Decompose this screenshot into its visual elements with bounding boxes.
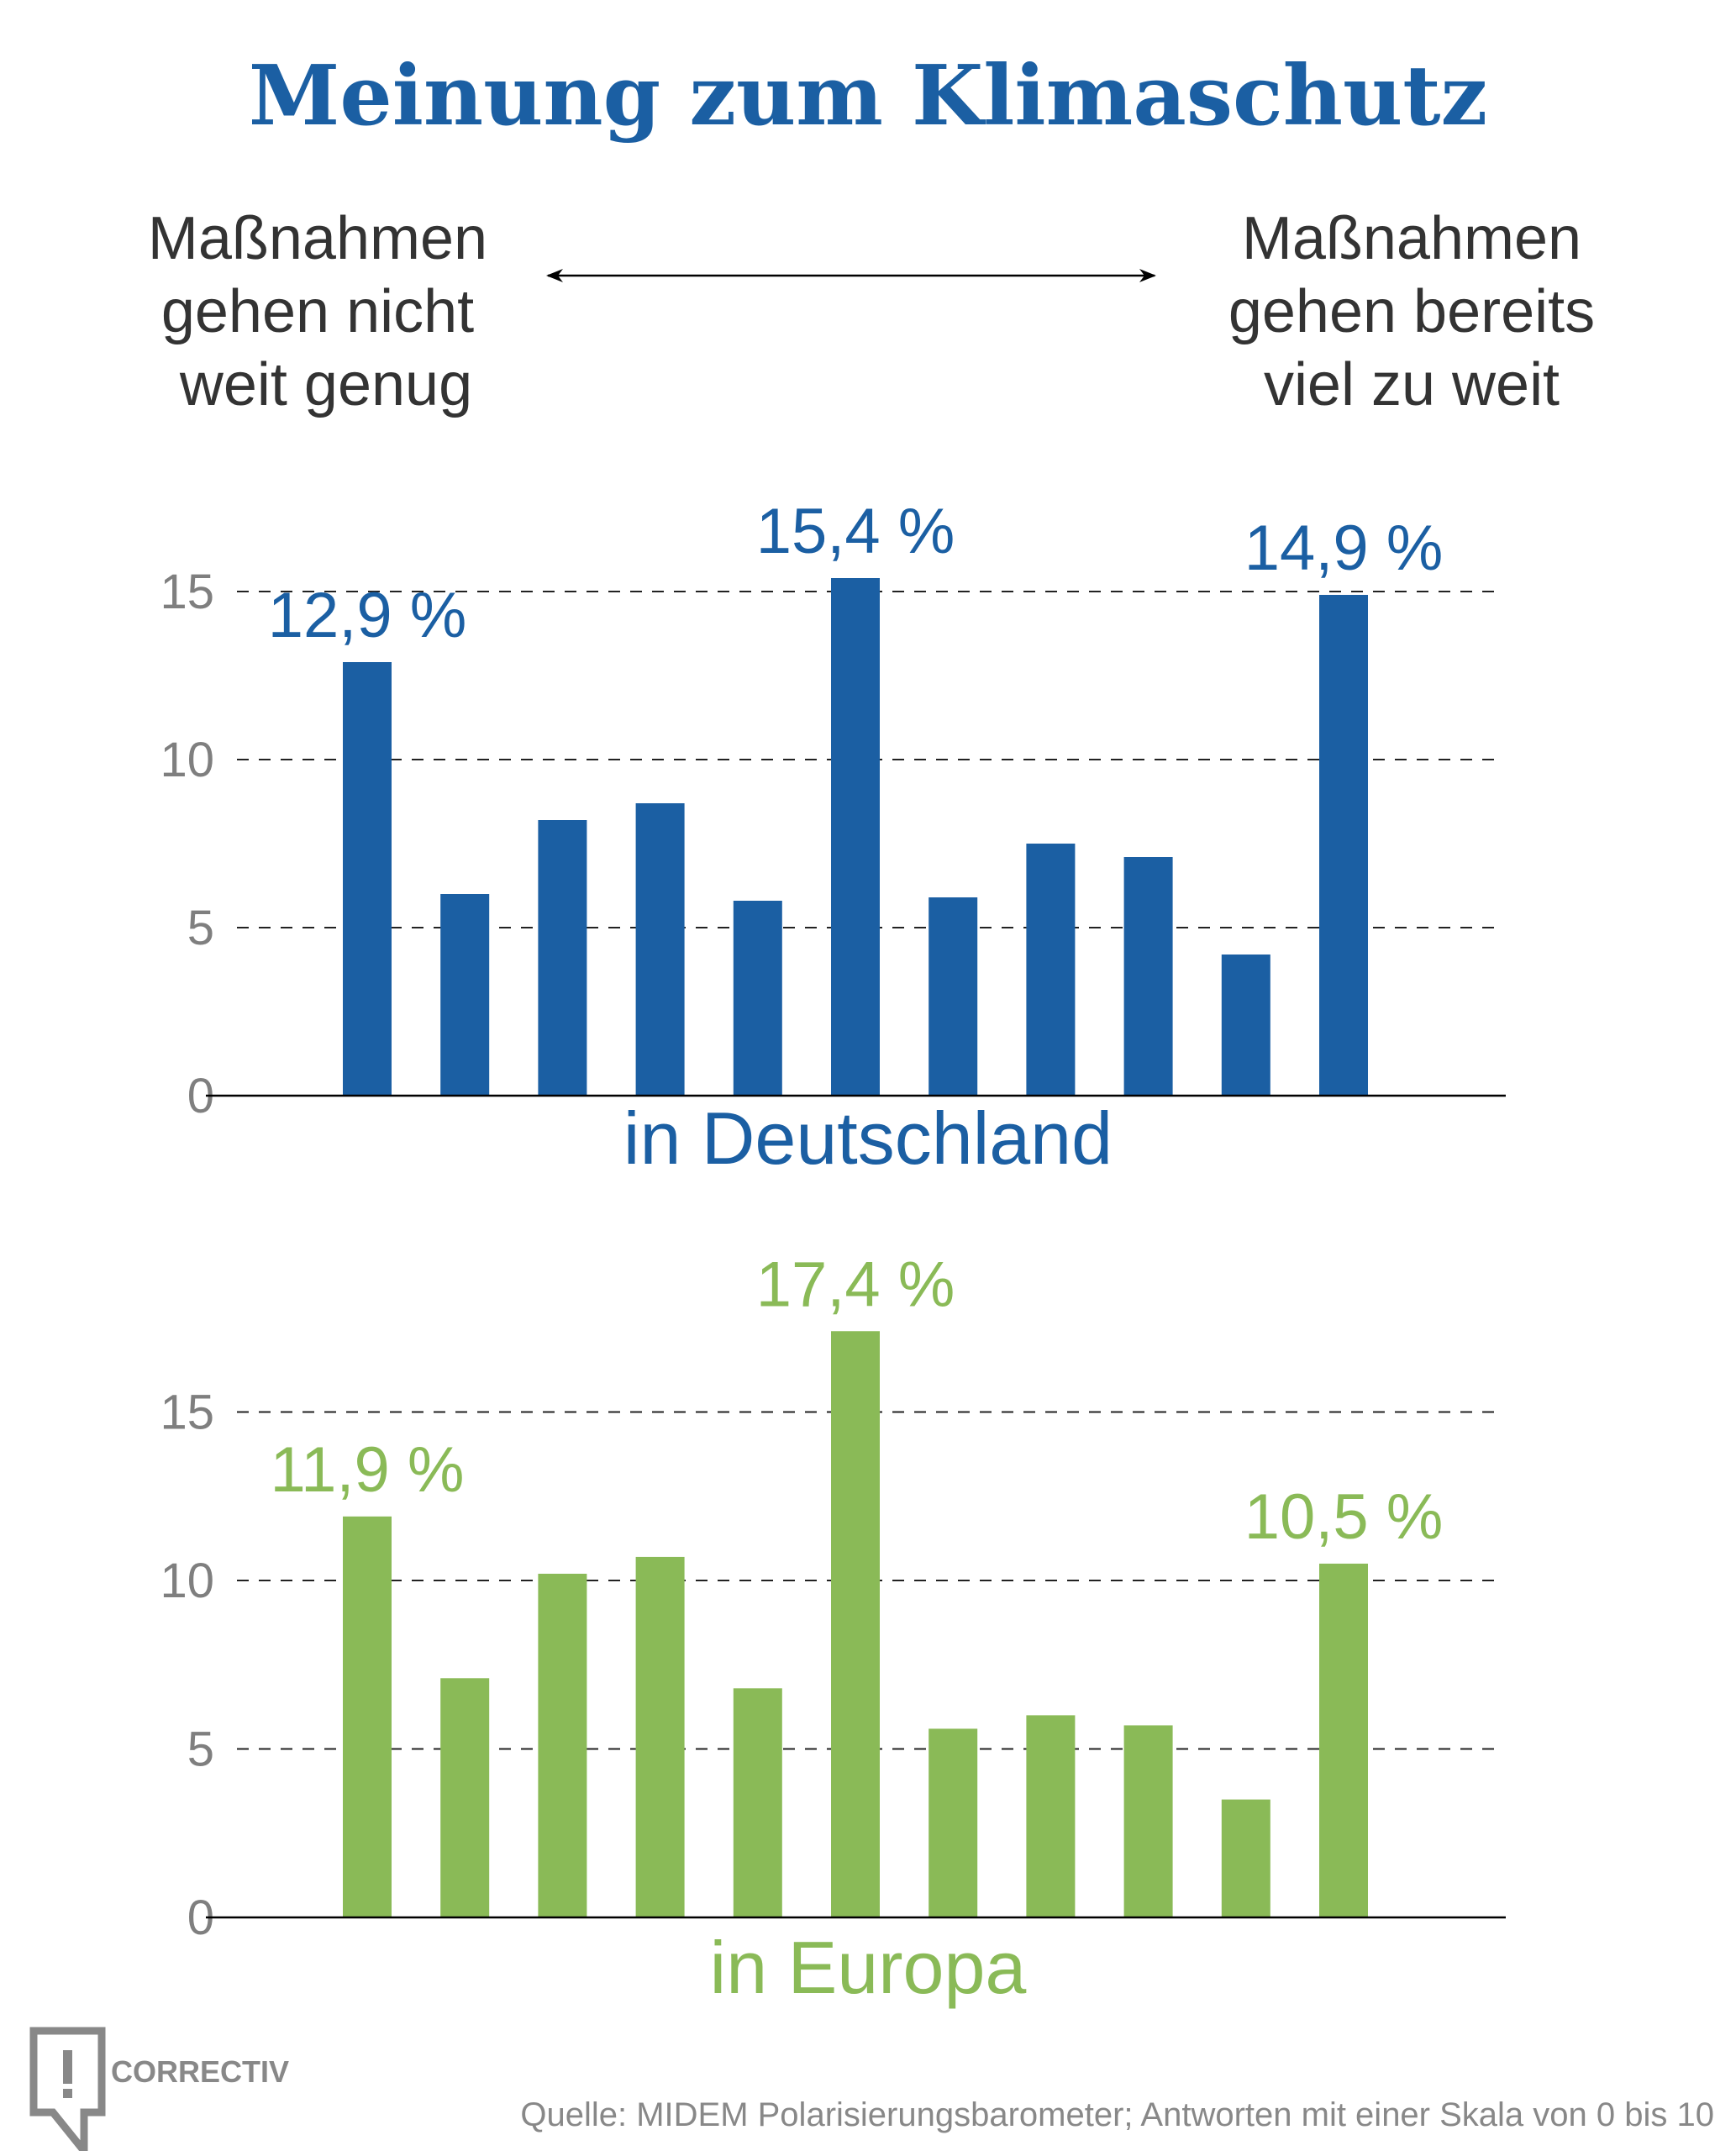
speech-bubble-exclamation-icon: [29, 2027, 106, 2151]
y-tick-label: 5: [187, 1722, 214, 1777]
bar-5: [831, 1331, 880, 1917]
bar-10: [1319, 1563, 1368, 1917]
bar-7: [1026, 844, 1076, 1096]
y-tick-label: 5: [187, 901, 214, 955]
bar-2: [538, 820, 587, 1096]
scale-right-line-1: Maßnahmen: [1242, 205, 1581, 272]
logo-text: CORRECTIV: [111, 2054, 289, 2089]
data-label: 10,5 %: [1244, 1481, 1444, 1553]
data-label: 12,9 %: [268, 580, 467, 651]
scale-right-line-2: gehen bereits: [1228, 278, 1595, 345]
scale-left-line-3: weit genug: [179, 351, 472, 418]
bar-3: [635, 803, 685, 1096]
y-tick-label: 10: [160, 1554, 214, 1608]
scale-left-label: Maßnahmen gehen nicht weit genug: [148, 205, 487, 418]
bar-6: [928, 1728, 978, 1917]
correctiv-logo: CORRECTIV: [29, 2027, 289, 2151]
bar-7: [1026, 1715, 1076, 1917]
bar-1: [440, 1678, 490, 1917]
bar-4: [733, 901, 782, 1096]
y-tick-label: 15: [160, 565, 214, 619]
scale-right-label: Maßnahmen gehen bereits viel zu weit: [1228, 205, 1595, 418]
bar-3: [635, 1556, 685, 1917]
bar-8: [1123, 857, 1173, 1096]
bar-6: [928, 897, 978, 1096]
source-note: Quelle: MIDEM Polarisierungsbarometer; A…: [520, 2096, 1714, 2133]
chart-subtitle: in Europa: [710, 1926, 1027, 2009]
data-label: 11,9 %: [271, 1434, 465, 1506]
bar-9: [1221, 955, 1270, 1096]
exclamation-dot: [63, 2089, 72, 2098]
bar-4: [733, 1688, 782, 1917]
y-tick-label: 10: [160, 733, 214, 787]
chart-title: Meinung zum Klimaschutz: [249, 48, 1487, 145]
scale-right-line-3: viel zu weit: [1264, 351, 1560, 418]
bar-0: [343, 662, 392, 1096]
bar-2: [538, 1573, 587, 1917]
bar-8: [1123, 1725, 1173, 1917]
chart-subtitle: in Deutschland: [623, 1097, 1113, 1180]
bar-9: [1221, 1799, 1270, 1917]
scale-left-line-2: gehen nicht: [161, 278, 474, 345]
bar-5: [831, 578, 880, 1096]
y-tick-label: 15: [160, 1386, 214, 1440]
data-label: 15,4 %: [756, 496, 955, 567]
scale-left-line-1: Maßnahmen: [148, 205, 487, 272]
data-label: 17,4 %: [756, 1249, 955, 1320]
data-label: 14,9 %: [1244, 513, 1444, 584]
bar-0: [343, 1516, 392, 1917]
exclamation-bar: [63, 2050, 72, 2084]
bar-1: [440, 894, 490, 1096]
bar-10: [1319, 595, 1368, 1096]
